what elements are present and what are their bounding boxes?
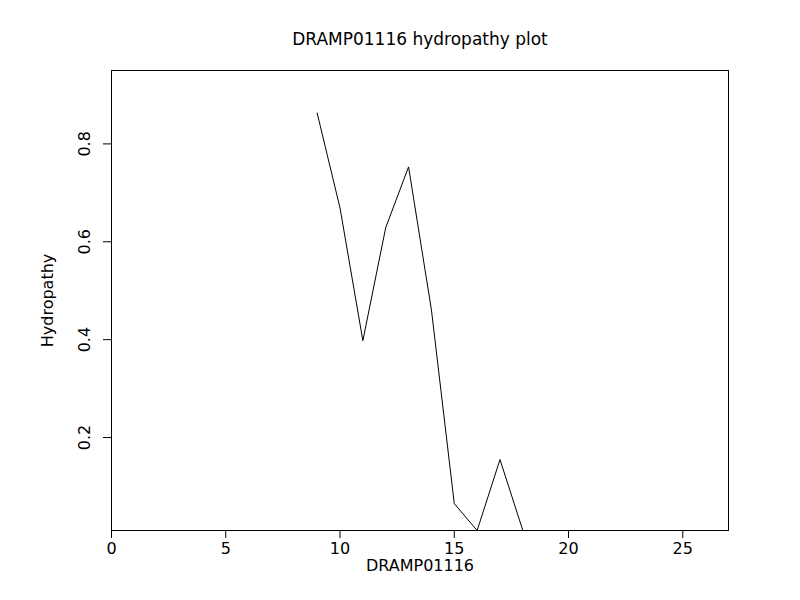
svg-text:0.4: 0.4 (75, 327, 94, 352)
svg-text:DRAMP01116 hydropathy plot: DRAMP01116 hydropathy plot (292, 29, 548, 49)
svg-text:15: 15 (444, 538, 465, 558)
svg-text:10: 10 (330, 539, 350, 558)
svg-text:0.8: 0.8 (75, 131, 94, 156)
svg-text:0.2: 0.2 (75, 425, 94, 450)
svg-text:0: 0 (106, 539, 116, 558)
svg-text:25: 25 (673, 539, 693, 558)
svg-text:0.6: 0.6 (75, 229, 94, 254)
svg-text:20: 20 (558, 539, 578, 558)
svg-text:5: 5 (221, 539, 231, 558)
svg-text:Hydropathy: Hydropathy (38, 254, 57, 348)
svg-text:DRAMP01116: DRAMP01116 (366, 556, 474, 575)
